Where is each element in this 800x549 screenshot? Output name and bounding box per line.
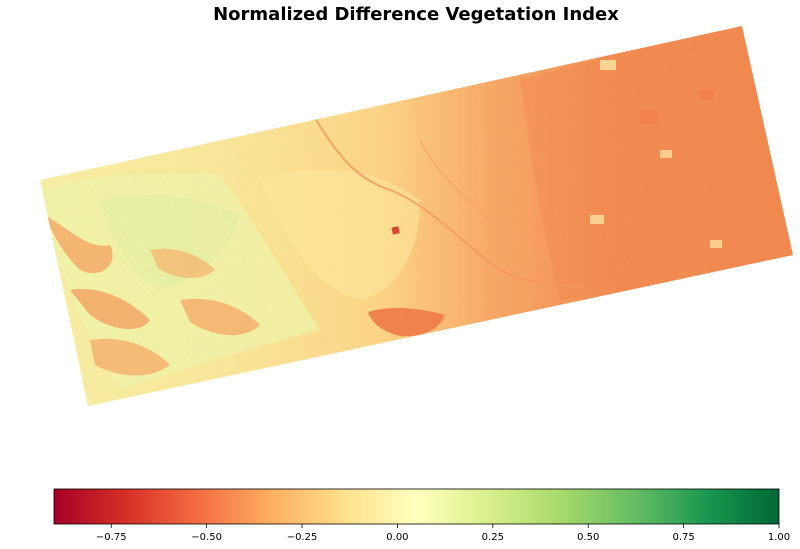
figure-title: Normalized Difference Vegetation Index	[213, 4, 619, 25]
colorbar-tick-label: 0.00	[386, 532, 408, 543]
colorbar-gradient	[53, 488, 780, 525]
colorbar-tick-label: −0.75	[96, 532, 127, 543]
colorbar-tick-label: 0.75	[672, 532, 694, 543]
colorbar-tick-label: −0.50	[191, 532, 222, 543]
colorbar-tick-label: 0.50	[577, 532, 599, 543]
colorbar-tick-label: 1.00	[768, 532, 790, 543]
colorbar-tick-label: −0.25	[287, 532, 318, 543]
colorbar-tick-label: 0.25	[482, 532, 504, 543]
colorbar-ticks: −0.75 −0.50 −0.25 0.00 0.25 0.50 0.75 1.00	[96, 524, 790, 543]
